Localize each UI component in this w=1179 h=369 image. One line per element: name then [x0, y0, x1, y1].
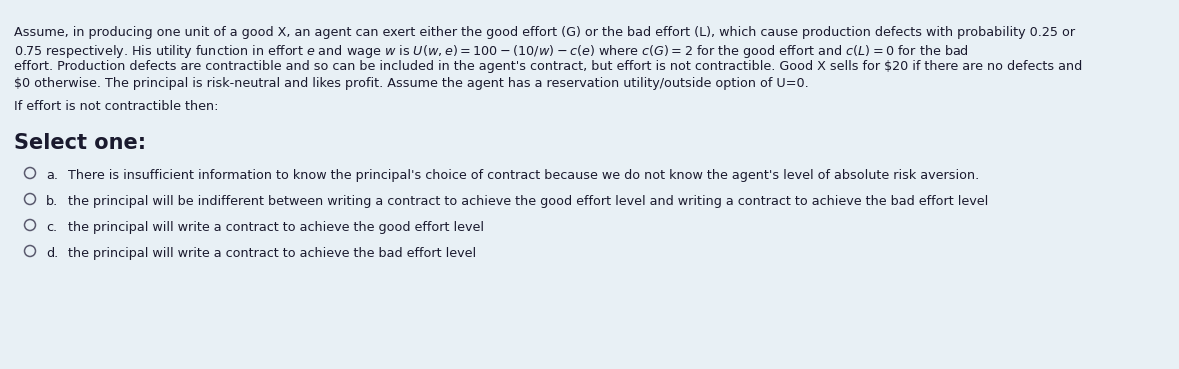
Text: c.: c. — [46, 221, 57, 234]
Text: 0.75 respectively. His utility function in effort $e$ and wage $w$ is $U(w, e) =: 0.75 respectively. His utility function … — [14, 43, 969, 60]
Text: b.: b. — [46, 195, 58, 208]
Text: effort. Production defects are contractible and so can be included in the agent': effort. Production defects are contracti… — [14, 60, 1082, 73]
Text: There is insufficient information to know the principal's choice of contract bec: There is insufficient information to kno… — [68, 169, 980, 182]
Text: Assume, in producing one unit of a good X, an agent can exert either the good ef: Assume, in producing one unit of a good … — [14, 26, 1075, 39]
Text: the principal will write a contract to achieve the bad effort level: the principal will write a contract to a… — [68, 247, 476, 260]
Text: the principal will write a contract to achieve the good effort level: the principal will write a contract to a… — [68, 221, 485, 234]
Text: the principal will be indifferent between writing a contract to achieve the good: the principal will be indifferent betwee… — [68, 195, 988, 208]
Text: Select one:: Select one: — [14, 133, 146, 153]
Text: $0 otherwise. The principal is risk-neutral and likes profit. Assume the agent h: $0 otherwise. The principal is risk-neut… — [14, 77, 809, 90]
Text: d.: d. — [46, 247, 58, 260]
Text: If effort is not contractible then:: If effort is not contractible then: — [14, 100, 218, 113]
Text: a.: a. — [46, 169, 58, 182]
